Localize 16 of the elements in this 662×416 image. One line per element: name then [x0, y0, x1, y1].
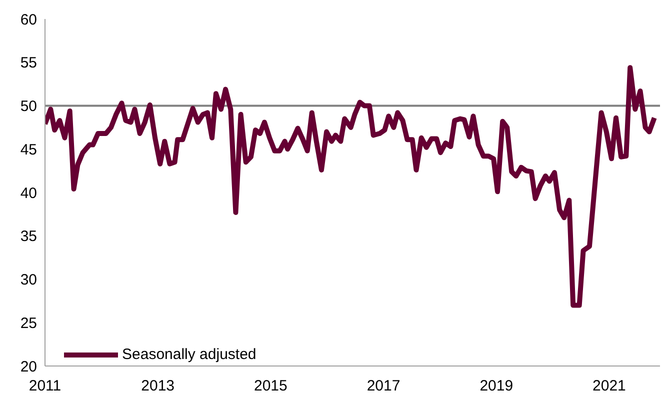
y-tick-label: 45	[20, 141, 37, 158]
y-tick-label: 35	[20, 228, 37, 246]
y-tick-label: 40	[20, 184, 37, 202]
y-tick-label: 25	[20, 314, 37, 332]
y-tick-label: 20	[20, 358, 37, 376]
y-tick-label: 55	[20, 54, 37, 72]
x-tick-label: 2015	[254, 378, 288, 395]
y-tick-label: 60	[20, 11, 37, 28]
y-tick-label: 30	[20, 272, 37, 289]
legend-label: Seasonally adjusted	[122, 346, 256, 363]
y-tick-label: 50	[20, 98, 37, 116]
x-tick-label: 2017	[366, 378, 400, 395]
x-tick-label: 2021	[592, 378, 626, 395]
x-tick-label: 2013	[141, 378, 175, 395]
x-tick-label: 2011	[28, 378, 62, 395]
x-tick-label: 2019	[480, 378, 514, 395]
